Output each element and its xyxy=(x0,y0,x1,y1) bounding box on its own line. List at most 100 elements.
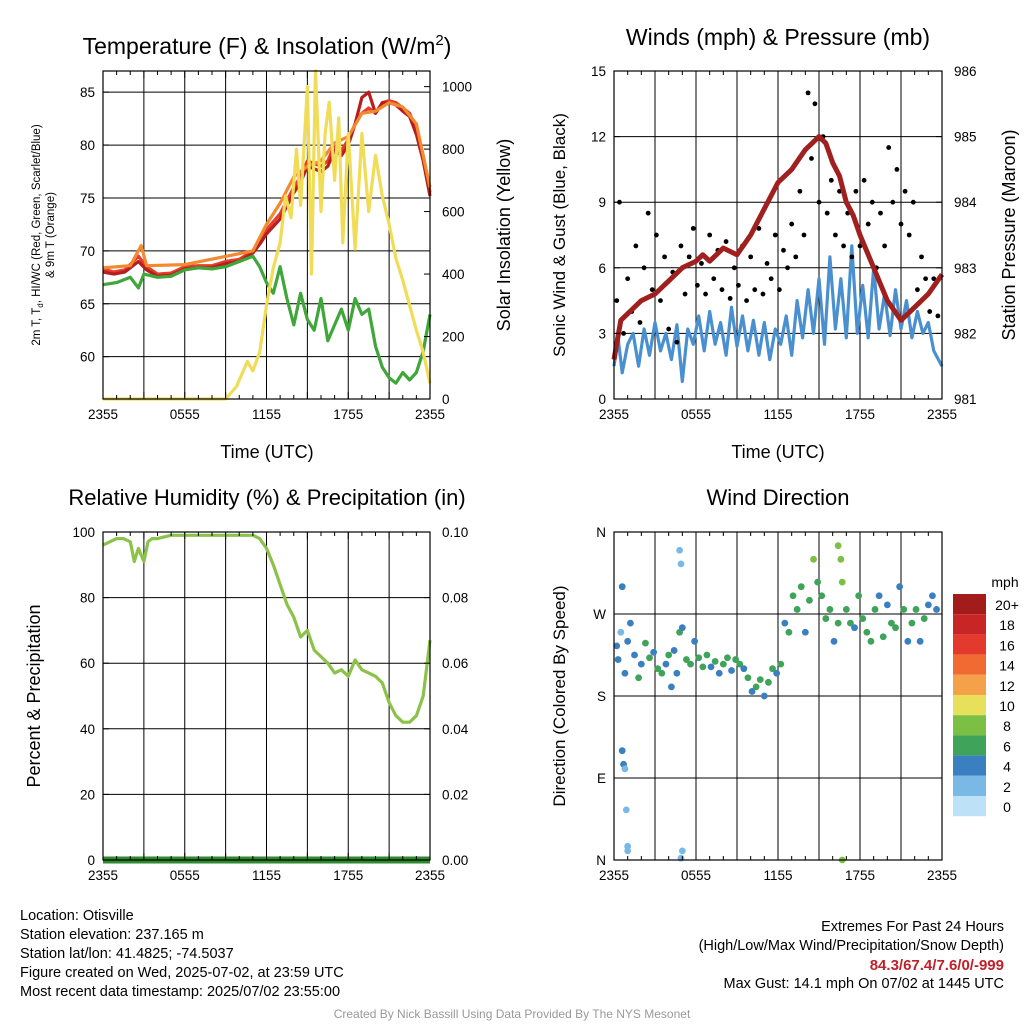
gust-point xyxy=(682,291,688,297)
direction-point xyxy=(830,637,838,645)
humidity-panel: Relative Humidity (%) & Precipitation (i… xyxy=(24,485,469,883)
direction-point xyxy=(614,656,622,663)
gust-point xyxy=(894,167,900,172)
y2-tick-label: 600 xyxy=(442,205,465,220)
y2-tick-label: 0.02 xyxy=(442,787,468,802)
temperature-x-label: Time (UTC) xyxy=(220,442,313,462)
direction-point xyxy=(855,592,863,600)
gust-point xyxy=(833,232,838,238)
direction-point xyxy=(670,647,678,654)
gust-point xyxy=(789,221,795,227)
gust-point xyxy=(768,276,774,282)
y-tick-label: W xyxy=(593,607,606,622)
direction-point xyxy=(613,642,621,650)
y2-tick-label: 0.10 xyxy=(442,525,468,540)
y-tick-label: 70 xyxy=(80,244,95,259)
direction-point xyxy=(691,637,699,645)
temperature-title: Temperature (F) & Insolation (W/m2) xyxy=(83,32,452,59)
direction-point xyxy=(871,606,879,613)
gust-point xyxy=(797,188,803,194)
direction-point xyxy=(676,546,683,554)
direction-point xyxy=(851,624,858,632)
x-tick-label: 2355 xyxy=(88,407,118,422)
y2-tick-label: 982 xyxy=(954,326,977,341)
gust-point xyxy=(752,287,758,293)
x-tick-label: 1155 xyxy=(763,868,792,883)
y-tick-label: 75 xyxy=(80,191,95,206)
direction-point xyxy=(740,665,748,673)
direction-point xyxy=(793,606,801,613)
gust-point xyxy=(645,210,651,216)
gust-point xyxy=(621,331,626,336)
gust-point xyxy=(711,276,717,282)
gust-point xyxy=(886,145,892,150)
gust-point xyxy=(793,254,799,260)
y-tick-label: 12 xyxy=(591,130,606,145)
direction-point xyxy=(863,628,871,636)
direction-point xyxy=(908,619,916,627)
direction-point xyxy=(635,674,642,682)
gust-point xyxy=(760,291,766,297)
direction-point xyxy=(752,683,760,691)
direction-point xyxy=(769,665,776,673)
gust-point xyxy=(935,313,941,319)
y2-tick-label: 0.08 xyxy=(442,591,468,606)
pressure-y2-label: Station Pressure (Maroon) xyxy=(999,129,1019,340)
gust-point xyxy=(781,247,786,253)
y2-tick-label: 985 xyxy=(954,130,977,145)
x-tick-label: 1755 xyxy=(333,868,363,883)
direction-y-label: Direction (Colored By Speed) xyxy=(550,585,569,806)
gust-point xyxy=(931,276,937,282)
direction-point xyxy=(618,747,626,755)
y-tick-label: 60 xyxy=(80,350,95,365)
temperature-plot-area: 2355 0555 1155 1755 2355 60 65 70 75 80 85 0 200 400 6… xyxy=(80,69,472,422)
gust-point xyxy=(919,254,924,260)
series-line-station-pressure xyxy=(611,134,945,361)
gust-point xyxy=(690,226,696,231)
humidity-title: Relative Humidity (%) & Precipitation (i… xyxy=(68,485,465,510)
y-tick-label: S xyxy=(597,689,606,704)
direction-point xyxy=(765,678,772,686)
gust-point xyxy=(882,243,887,249)
direction-point xyxy=(683,656,690,663)
colorbar-label: 20+ xyxy=(995,597,1019,613)
y-tick-label: 15 xyxy=(591,64,606,79)
x-tick-label: 1155 xyxy=(252,407,281,422)
gust-point xyxy=(637,320,643,325)
y2-tick-label: 200 xyxy=(442,330,465,345)
gust-point xyxy=(910,199,916,205)
colorbar-label: 6 xyxy=(1003,738,1011,754)
y-tick-label: 100 xyxy=(72,525,95,540)
series-line-td xyxy=(102,254,432,385)
x-tick-label: 2355 xyxy=(599,868,629,883)
colorbar-swatch xyxy=(953,796,986,817)
direction-point xyxy=(842,606,850,613)
x-tick-label: 0555 xyxy=(681,407,711,422)
direction-point xyxy=(695,654,703,662)
wind-plot-area: 2355 0555 1155 1755 235503691215981982983984… xyxy=(591,64,977,422)
temperature-panel: Temperature (F) & Insolation (W/m2) 2355… xyxy=(31,32,514,462)
gust-point xyxy=(772,232,778,238)
colorbar-swatch xyxy=(953,735,986,756)
colorbar-label: 2 xyxy=(1003,779,1011,795)
y-tick-label: 6 xyxy=(598,261,606,276)
direction-point xyxy=(744,674,752,682)
direction-point xyxy=(622,806,630,814)
colorbar-swatch xyxy=(953,755,986,776)
y-tick-label: 40 xyxy=(80,722,95,737)
x-tick-label: 1155 xyxy=(252,868,281,883)
y-tick-label: 20 xyxy=(80,787,95,802)
gust-point xyxy=(662,254,667,260)
x-tick-label: 0555 xyxy=(170,868,200,883)
gust-point xyxy=(927,309,933,314)
gust-point xyxy=(719,287,725,293)
gust-point xyxy=(658,298,663,303)
gust-point xyxy=(776,287,782,293)
gust-point xyxy=(878,210,883,216)
gust-point xyxy=(641,265,647,271)
direction-point xyxy=(789,592,797,600)
direction-point xyxy=(650,648,658,656)
direction-point xyxy=(801,628,809,636)
direction-point xyxy=(715,669,723,677)
